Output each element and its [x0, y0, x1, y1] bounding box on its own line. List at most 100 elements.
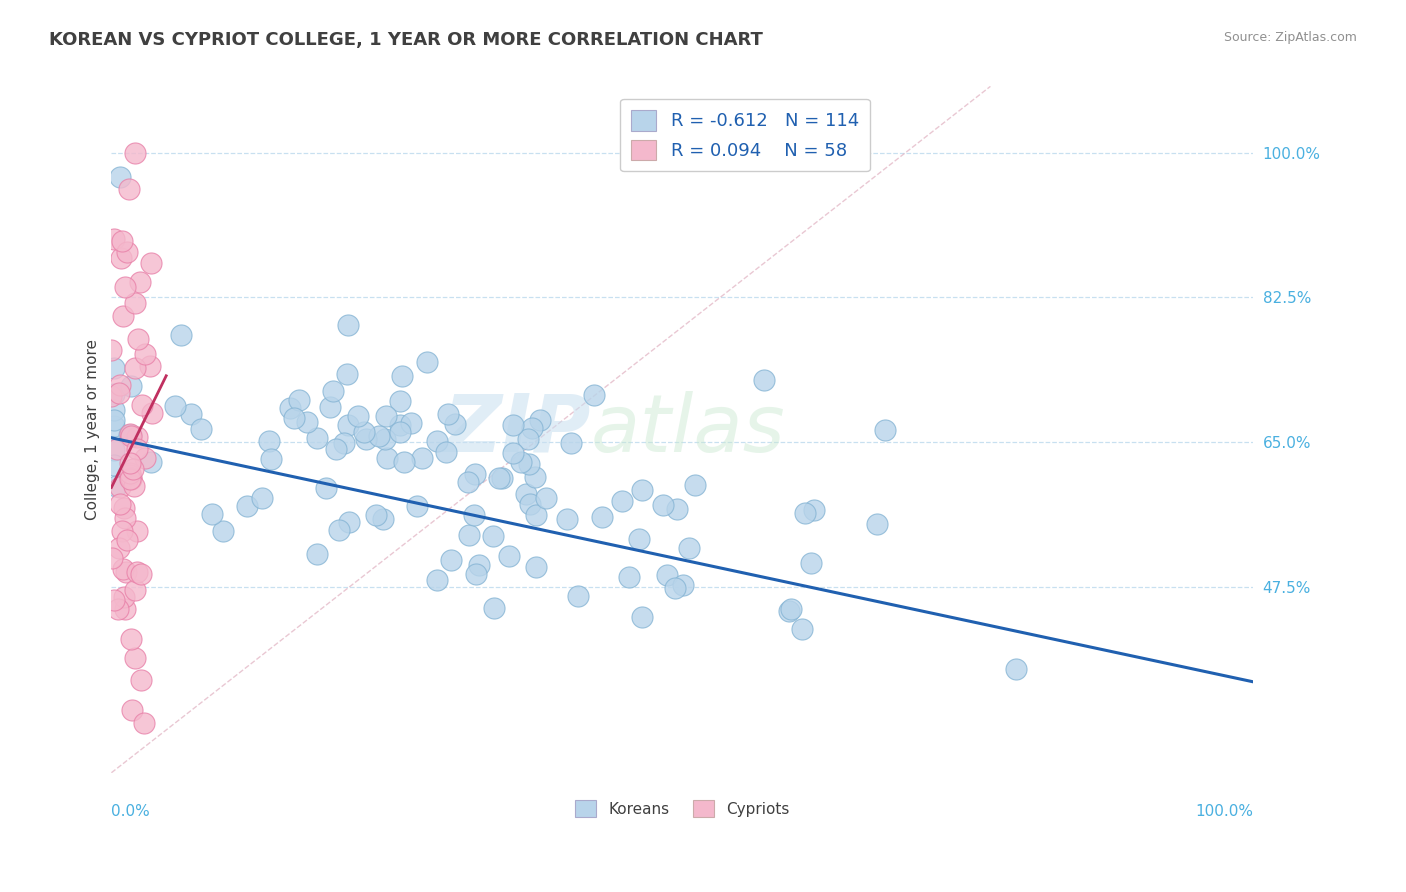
Point: [373, 512, 395, 526]
Point: [437, 408, 460, 422]
Point: [120, 379, 142, 393]
Text: ZIP: ZIP: [443, 391, 591, 468]
Point: [458, 528, 481, 542]
Point: [108, 497, 131, 511]
Point: [283, 410, 305, 425]
Point: [315, 481, 337, 495]
Point: [318, 400, 340, 414]
Point: [260, 452, 283, 467]
Point: [803, 503, 825, 517]
Point: [108, 170, 131, 185]
Point: [120, 427, 142, 442]
Point: [121, 462, 143, 476]
Legend: Koreans, Cypriots: Koreans, Cypriots: [569, 794, 796, 823]
Point: [630, 610, 652, 624]
Point: [295, 415, 318, 429]
Point: [124, 651, 146, 665]
Point: [519, 497, 541, 511]
Point: [127, 524, 149, 538]
Point: [354, 432, 377, 446]
Point: [375, 450, 398, 465]
Text: atlas: atlas: [591, 391, 786, 468]
Point: [516, 432, 538, 446]
Point: [103, 387, 125, 401]
Point: [121, 703, 143, 717]
Point: [124, 295, 146, 310]
Point: [211, 524, 233, 538]
Point: [108, 541, 131, 556]
Point: [873, 423, 896, 437]
Point: [110, 251, 132, 265]
Point: [125, 442, 148, 456]
Point: [120, 632, 142, 646]
Point: [752, 372, 775, 386]
Point: [672, 578, 695, 592]
Point: [468, 558, 491, 573]
Text: KOREAN VS CYPRIOT COLLEGE, 1 YEAR OR MORE CORRELATION CHART: KOREAN VS CYPRIOT COLLEGE, 1 YEAR OR MOR…: [49, 31, 763, 49]
Point: [510, 455, 533, 469]
Y-axis label: College, 1 year or more: College, 1 year or more: [86, 339, 100, 520]
Point: [464, 467, 486, 482]
Point: [125, 565, 148, 579]
Point: [120, 472, 142, 486]
Point: [591, 509, 613, 524]
Point: [114, 280, 136, 294]
Point: [389, 418, 412, 433]
Point: [139, 359, 162, 373]
Point: [117, 244, 139, 259]
Point: [612, 493, 634, 508]
Point: [115, 533, 138, 547]
Point: [364, 508, 387, 522]
Point: [463, 508, 485, 523]
Point: [522, 421, 544, 435]
Point: [665, 502, 688, 516]
Point: [794, 506, 817, 520]
Point: [259, 434, 281, 448]
Point: [103, 458, 125, 472]
Point: [790, 622, 813, 636]
Point: [305, 431, 328, 445]
Point: [336, 318, 359, 332]
Point: [526, 508, 548, 522]
Point: [103, 593, 125, 607]
Point: [389, 394, 412, 409]
Point: [333, 436, 356, 450]
Point: [526, 560, 548, 574]
Point: [103, 360, 125, 375]
Point: [567, 590, 589, 604]
Point: [389, 425, 412, 439]
Point: [124, 361, 146, 376]
Point: [165, 399, 187, 413]
Point: [128, 276, 150, 290]
Point: [683, 478, 706, 492]
Point: [491, 471, 513, 485]
Point: [374, 433, 396, 447]
Point: [127, 332, 149, 346]
Point: [103, 442, 125, 457]
Point: [134, 346, 156, 360]
Point: [502, 418, 524, 433]
Point: [100, 389, 122, 403]
Point: [392, 455, 415, 469]
Point: [125, 430, 148, 444]
Point: [1005, 662, 1028, 676]
Point: [488, 471, 510, 485]
Point: [498, 549, 520, 564]
Point: [180, 407, 202, 421]
Point: [120, 429, 142, 443]
Point: [111, 562, 134, 576]
Point: [406, 499, 429, 513]
Point: [139, 455, 162, 469]
Point: [103, 413, 125, 427]
Point: [628, 532, 651, 546]
Point: [100, 343, 122, 357]
Point: [134, 450, 156, 465]
Point: [517, 457, 540, 471]
Point: [131, 398, 153, 412]
Point: [655, 568, 678, 582]
Point: [103, 419, 125, 434]
Point: [118, 467, 141, 481]
Point: [103, 232, 125, 246]
Point: [120, 471, 142, 485]
Point: [252, 491, 274, 506]
